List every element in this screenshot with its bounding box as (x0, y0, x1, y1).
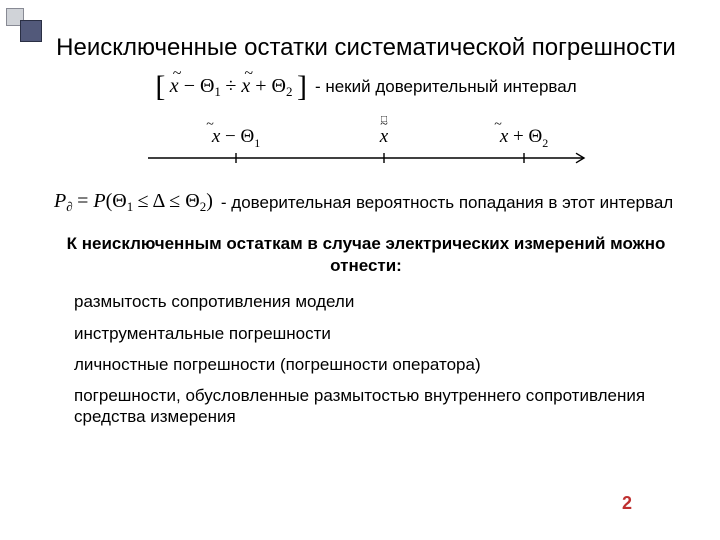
probability-label: - доверительная вероятность попадания в … (221, 193, 673, 213)
corner-decoration (6, 8, 66, 68)
list-item: личностные погрешности (погрешности опер… (74, 354, 678, 375)
svg-text:x + Θ2: x + Θ2 (499, 126, 548, 150)
probability-row: P∂ = P(Θ1 ≤ Δ ≤ Θ2) - доверительная веро… (54, 190, 678, 215)
slide-title: Неисключенные остатки систематической по… (54, 34, 678, 63)
page-number: 2 (622, 493, 632, 514)
deco-square-dark (20, 20, 42, 42)
probability-formula: P∂ = P(Θ1 ≤ Δ ≤ Θ2) (54, 190, 213, 215)
interval-label: - некий доверительный интервал (315, 77, 577, 97)
right-bracket: ] (297, 70, 307, 103)
list-item: погрешности, обусловленные размытостью в… (74, 385, 678, 428)
interval-formula-row: [ x − Θ1 ÷ x + Θ2 ] - некий доверительны… (54, 75, 678, 100)
left-bracket: [ (155, 70, 165, 103)
svg-text:x: x (379, 126, 389, 147)
bullet-list: размытость сопротивления модели инструмен… (54, 291, 678, 427)
svg-text:□: □ (381, 114, 387, 125)
slide-content: Неисключенные остатки систематической по… (0, 0, 720, 462)
list-item: инструментальные погрешности (74, 323, 678, 344)
list-item: размытость сопротивления модели (74, 291, 678, 312)
number-line-diagram: ~x − Θ1~x□~x + Θ2 (126, 110, 606, 180)
svg-text:x − Θ1: x − Θ1 (211, 126, 260, 150)
subheading: К неисключенным остаткам в случае электр… (54, 233, 678, 277)
interval-formula: [ x − Θ1 ÷ x + Θ2 ] (155, 75, 307, 100)
